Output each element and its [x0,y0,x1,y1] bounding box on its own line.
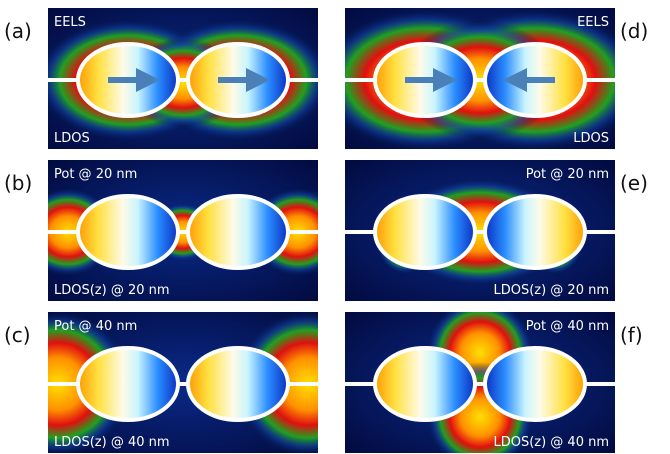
panel-bottom-label: LDOS [54,131,90,146]
panel: EELS LDOS [315,8,645,152]
panel-letter: (a) [4,19,32,43]
particle [188,348,288,420]
panel-top-label: Pot @ 20 nm [54,167,137,182]
panel-bottom-label: LDOS(z) @ 20 nm [54,283,170,298]
panel-top-label: Pot @ 40 nm [54,319,137,334]
panel-top-label: Pot @ 20 nm [526,167,609,182]
particle [375,348,475,420]
panel-top-label: Pot @ 40 nm [526,319,609,334]
panel: Pot @ 40 nm LDOS(z) @ 40 nm [345,297,615,454]
panel-letter: (b) [4,171,32,195]
particle [485,348,585,420]
panel-bottom-label: LDOS(z) @ 40 nm [493,435,609,450]
particle [188,196,288,268]
panel-bottom-label: LDOS(z) @ 20 nm [493,283,609,298]
panel-letter: (d) [620,19,648,43]
panel-letter: (f) [620,323,643,347]
panel: Pot @ 20 nm LDOS(z) @ 20 nm [18,160,348,301]
panel-top-label: EELS [54,15,86,30]
particle [375,196,475,268]
particle [485,196,585,268]
panel: Pot @ 20 nm LDOS(z) @ 20 nm [345,160,615,301]
particle [78,348,178,420]
panel-letter: (e) [620,171,648,195]
panel-bottom-label: LDOS(z) @ 40 nm [54,435,170,450]
particle [78,196,178,268]
panel: EELS LDOS [33,8,333,149]
figure: EELS LDOS (a) Pot @ 20 nm LDOS(z) @ 20 nm (b)… [0,0,670,454]
panel-bottom-label: LDOS [573,131,609,146]
panel-top-label: EELS [577,15,609,30]
panel-letter: (c) [4,323,31,347]
panel: Pot @ 40 nm LDOS(z) @ 40 nm [0,309,383,454]
